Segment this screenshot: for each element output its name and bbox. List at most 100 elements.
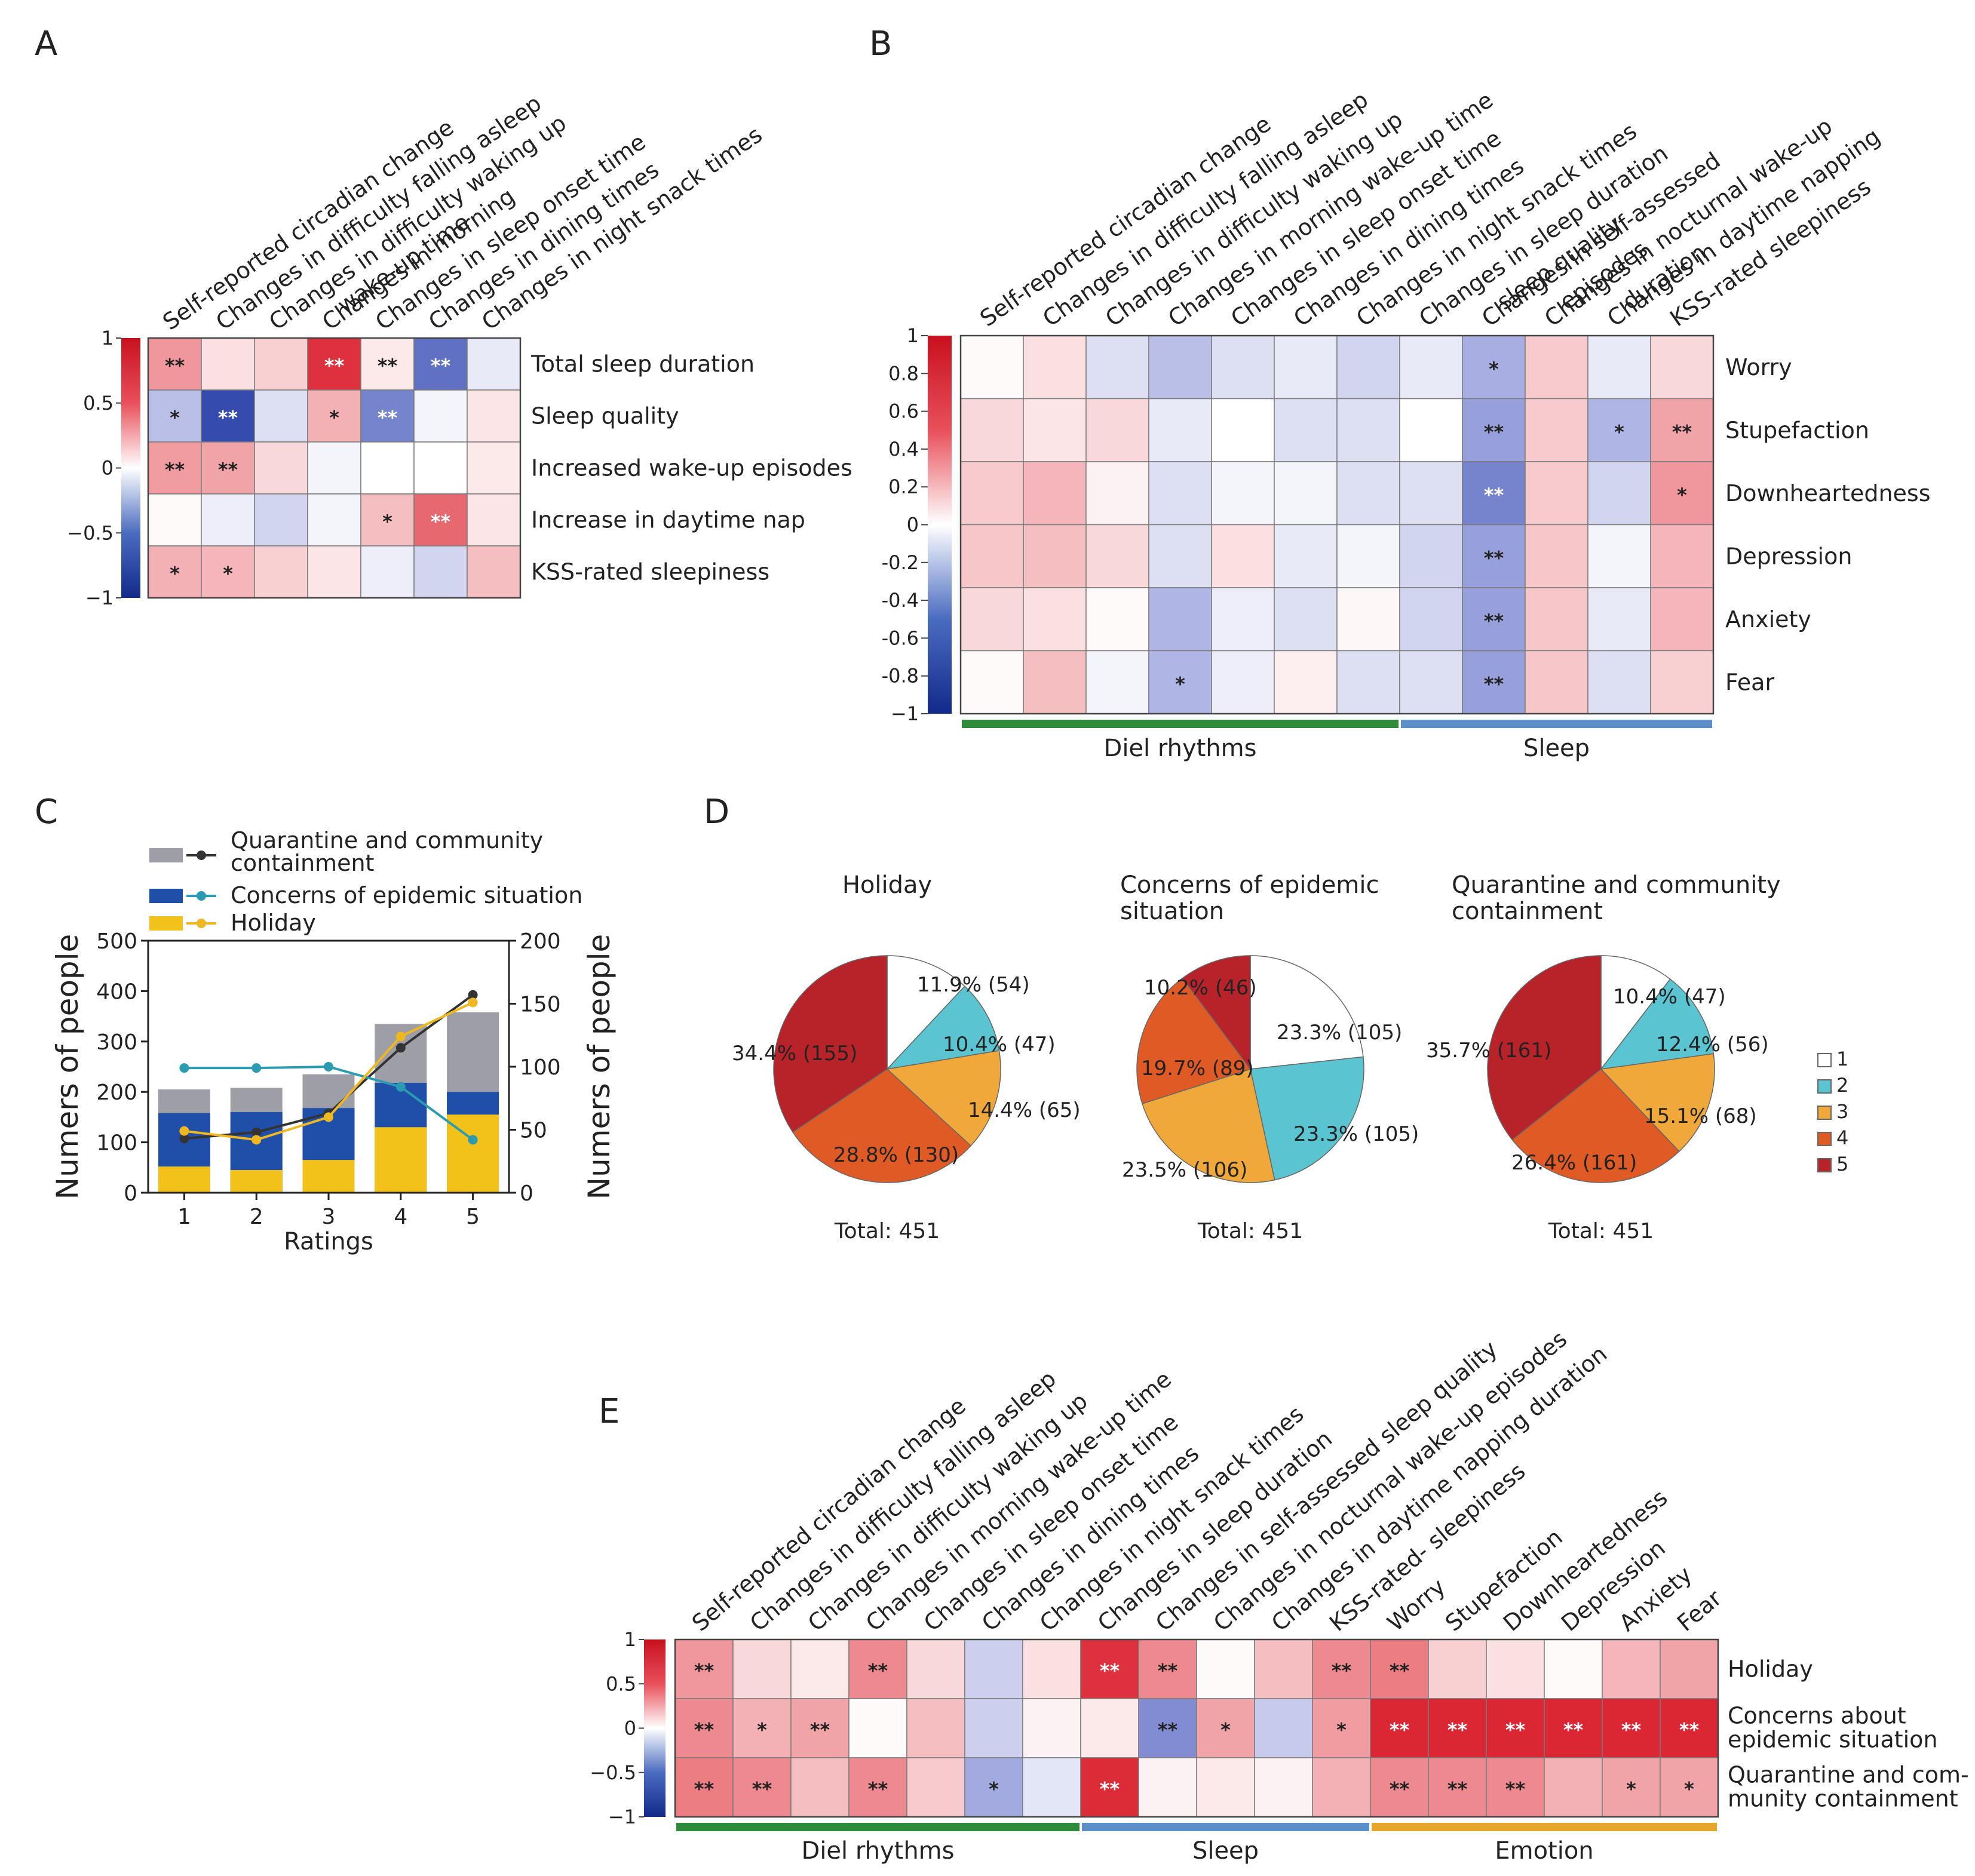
legend-swatch [149, 889, 183, 903]
heatmap-cell [964, 1757, 1023, 1817]
significance-star: ** [1563, 1719, 1584, 1742]
heatmap-cell [1650, 650, 1714, 714]
colorbar-tick: 0.5 [83, 392, 114, 414]
legend-label: Holiday [231, 910, 316, 936]
group-label: Diel rhythms [802, 1837, 955, 1865]
heatmap-cell [254, 545, 308, 598]
panel-e-letter: E [599, 1392, 620, 1431]
heatmap-cell [467, 493, 521, 546]
pie-slice [885, 985, 1000, 1070]
panel-e: E** ** ** ** ** **** * ** ** * * ** ** ** ** ** **** ** **… [590, 1326, 1968, 1865]
heatmap-cell [732, 1757, 792, 1817]
significance-star: ** [378, 407, 398, 429]
row-label: Downheartedness [1725, 480, 1931, 506]
line-point [395, 1082, 406, 1092]
heatmap-cell [1274, 335, 1338, 400]
group-bar [1401, 720, 1712, 728]
pie-slice-label: 26.4% (161) [1511, 1151, 1637, 1175]
heatmap-cell [307, 441, 361, 495]
significance-star: ** [431, 355, 451, 377]
heatmap-cell [848, 1698, 907, 1758]
colorbar-tick: -0.2 [882, 551, 919, 574]
pie-slice-label: 10.4% (47) [943, 1033, 1056, 1057]
heatmap-cell [148, 493, 202, 546]
significance-star: * [170, 563, 180, 585]
heatmap-cell [1525, 587, 1588, 652]
group-bar [1372, 1823, 1717, 1831]
line-point [324, 1112, 333, 1122]
y-right-tick-label: 0 [520, 1181, 533, 1206]
heatmap-cell [1196, 1698, 1255, 1758]
legend-point [197, 851, 206, 860]
pie-slice [1182, 955, 1251, 1071]
heatmap-cell [1525, 650, 1588, 714]
significance-star: * [1336, 1719, 1347, 1742]
significance-star: ** [1100, 1660, 1120, 1682]
pie-slice [1511, 1068, 1680, 1183]
heatmap-cell [1023, 461, 1087, 526]
significance-star: * [1175, 673, 1185, 695]
colorbar-tick: 0.5 [606, 1672, 636, 1695]
heatmap-cell [848, 1639, 907, 1699]
heatmap-cell [790, 1757, 850, 1817]
significance-star: ** [868, 1778, 888, 1801]
heatmap-cell [1602, 1698, 1661, 1758]
heatmap-cell [1486, 1639, 1545, 1699]
significance-star: * [989, 1778, 999, 1801]
heatmap-cell [964, 1639, 1023, 1699]
legend-swatch [1817, 1053, 1832, 1067]
row-label: KSS-rated sleepiness [531, 559, 769, 585]
line-point [252, 1135, 262, 1145]
heatmap-cell [1085, 650, 1149, 714]
significance-star: ** [1484, 420, 1504, 443]
heatmap-cell [1370, 1639, 1429, 1699]
significance-star: ** [1679, 1719, 1700, 1742]
pie-title: situation [1120, 898, 1224, 925]
x-tick-label: 3 [322, 1205, 336, 1229]
pie-title: Quarantine and community [1452, 871, 1781, 899]
row-label: munity containment [1728, 1786, 1958, 1812]
legend-swatch [1817, 1132, 1832, 1146]
heatmap-cell [1274, 587, 1338, 652]
heatmap-cell [1080, 1639, 1139, 1699]
heatmap-cell [1544, 1757, 1603, 1817]
pie-title: containment [1452, 898, 1603, 925]
colorbar-tick: -0.6 [882, 627, 919, 649]
y-right-tick-label: 100 [520, 1055, 561, 1080]
colorbar-tick: 0.6 [888, 400, 919, 423]
significance-star: ** [1390, 1778, 1410, 1801]
significance-star: * [1489, 358, 1499, 380]
heatmap-cell [1650, 335, 1714, 400]
heatmap-cell [1587, 587, 1651, 652]
colorbar-tick: 0.2 [888, 475, 919, 498]
heatmap-cell [1428, 1639, 1487, 1699]
pie-slice-label: 28.8% (130) [833, 1143, 959, 1167]
heatmap-cell [1336, 524, 1400, 588]
heatmap-cell [1587, 461, 1651, 526]
x-tick-label: 4 [394, 1205, 407, 1229]
y-tick-label: 500 [96, 929, 137, 954]
heatmap-cell [1023, 335, 1087, 400]
heatmap-cell [960, 587, 1024, 652]
line-point [468, 990, 478, 1000]
pie-slice [1250, 1056, 1364, 1181]
heatmap-cell [1587, 650, 1651, 714]
significance-star: ** [810, 1719, 830, 1742]
heatmap-cell [1650, 587, 1714, 652]
heatmap-cell [1336, 650, 1400, 714]
colorbar-tick: 0.8 [888, 362, 919, 385]
heatmap-cell [1022, 1698, 1081, 1758]
heatmap-cell [1650, 524, 1714, 588]
heatmap-cell [732, 1698, 792, 1758]
heatmap-cell [201, 545, 255, 598]
row-label: Sleep quality [531, 403, 679, 429]
group-label: Diel rhythms [1104, 735, 1257, 762]
row-label: Anxiety [1725, 606, 1811, 633]
legend-swatch [149, 848, 183, 862]
significance-star: ** [1484, 610, 1504, 633]
significance-star: * [170, 407, 180, 429]
colorbar-tick: 1 [624, 1628, 636, 1651]
heatmap-cell [1399, 524, 1463, 588]
pie-slice [1250, 955, 1364, 1070]
heatmap-cell [1650, 461, 1714, 526]
